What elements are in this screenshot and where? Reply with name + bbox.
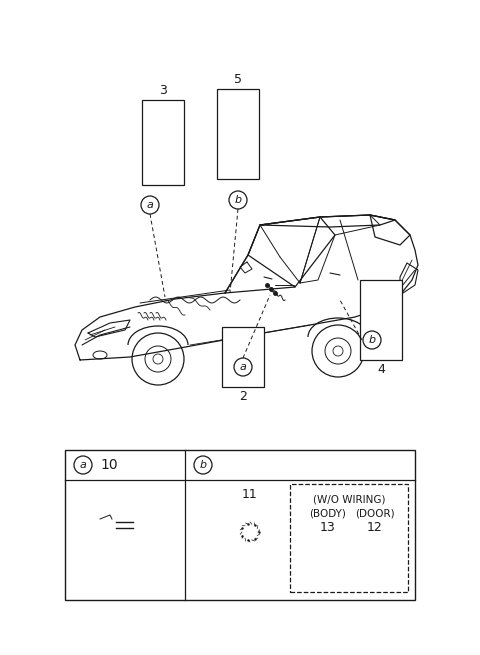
Text: b: b: [234, 195, 241, 205]
Text: 13: 13: [320, 521, 336, 534]
Bar: [217, 89, 259, 179]
Text: a: a: [80, 460, 86, 470]
Circle shape: [229, 191, 247, 209]
Circle shape: [357, 532, 393, 568]
Bar: [98, 519, 116, 537]
Text: (W/O WIRING): (W/O WIRING): [313, 494, 385, 504]
Bar: [360, 280, 402, 360]
Text: 3: 3: [159, 84, 167, 97]
Bar: [118, 522, 133, 534]
Text: a: a: [146, 200, 154, 210]
Circle shape: [194, 456, 212, 474]
Text: a: a: [240, 362, 246, 372]
Text: 2: 2: [239, 390, 247, 403]
Bar: [222, 327, 264, 387]
Circle shape: [234, 358, 252, 376]
Text: 12: 12: [367, 521, 383, 534]
Bar: [290, 484, 408, 592]
Text: 11: 11: [242, 488, 258, 501]
Text: 4: 4: [377, 363, 385, 376]
Text: 5: 5: [234, 73, 242, 86]
Text: (DOOR): (DOOR): [355, 509, 395, 519]
Circle shape: [74, 456, 92, 474]
Circle shape: [141, 196, 159, 214]
Text: 10: 10: [100, 458, 118, 472]
Text: (BODY): (BODY): [309, 509, 346, 519]
Text: b: b: [199, 460, 206, 470]
Circle shape: [363, 331, 381, 349]
Bar: [65, 450, 415, 600]
Bar: [142, 100, 184, 185]
Text: b: b: [369, 335, 375, 345]
